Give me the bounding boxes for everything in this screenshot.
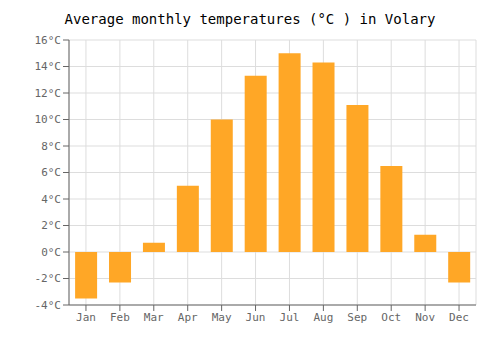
svg-text:Oct: Oct [381, 311, 401, 324]
svg-text:0°C: 0°C [41, 246, 61, 259]
svg-text:Nov: Nov [415, 311, 435, 324]
svg-text:12°C: 12°C [35, 87, 62, 100]
svg-text:Aug: Aug [313, 311, 333, 324]
svg-text:Jan: Jan [76, 311, 96, 324]
svg-text:Sep: Sep [347, 311, 367, 324]
svg-text:4°C: 4°C [41, 193, 61, 206]
svg-text:Dec: Dec [449, 311, 469, 324]
svg-text:May: May [212, 311, 232, 324]
svg-text:-4°C: -4°C [35, 299, 62, 312]
svg-text:Jun: Jun [246, 311, 266, 324]
svg-text:-2°C: -2°C [35, 272, 62, 285]
svg-text:8°C: 8°C [41, 140, 61, 153]
svg-text:Mar: Mar [144, 311, 164, 324]
svg-text:14°C: 14°C [35, 60, 62, 73]
svg-text:10°C: 10°C [35, 113, 62, 126]
html-text:Average monthly temperatures (: Average monthly temperatures (°C ) in Vo… [64, 11, 436, 27]
svg-text:2°C: 2°C [41, 219, 61, 232]
svg-text:16°C: 16°C [35, 34, 62, 47]
svg-text:Feb: Feb [110, 311, 130, 324]
svg-text:Jul: Jul [280, 311, 300, 324]
svg-text:Apr: Apr [178, 311, 198, 324]
svg-text:6°C: 6°C [41, 166, 61, 179]
